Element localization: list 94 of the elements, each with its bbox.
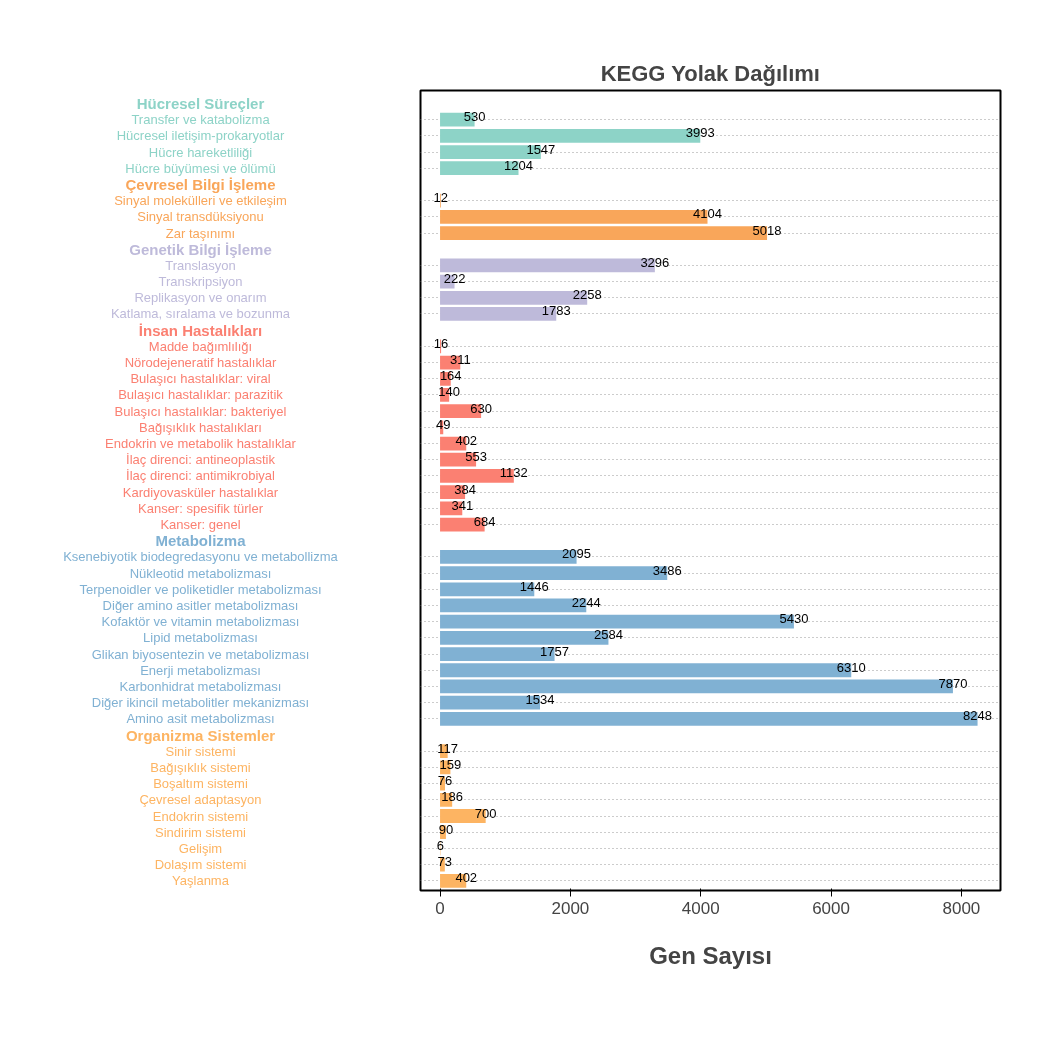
- y-tick-label: Karbonhidrat metabolizması: [119, 678, 282, 694]
- text: Metabolizma: [155, 532, 247, 550]
- text: Genetik Bilgi İşleme: [129, 240, 272, 258]
- data-label: 530: [463, 109, 486, 125]
- y-tick-label: Sinyal transdüksiyonu: [137, 209, 264, 225]
- data-label: 7870: [938, 675, 968, 691]
- y-tick-label: Nükleotid metabolizması: [129, 565, 272, 581]
- y-tick-label: Çevresel adaptasyon: [139, 792, 262, 808]
- x-tick-label: 4000: [681, 898, 720, 918]
- data-label: 402: [455, 433, 478, 449]
- y-tick-label: Kanser: genel: [160, 517, 241, 533]
- y-tick-label: Hücresel iletişim-prokaryotlar: [116, 128, 285, 144]
- data-label: 3486: [652, 562, 682, 578]
- data-label: 700: [474, 805, 497, 821]
- data-label: 186: [441, 789, 464, 805]
- y-tick-label: Replikasyon ve onarım: [134, 290, 267, 306]
- y-tick-label: Glikan biyosentezin ve metabolizması: [91, 646, 310, 662]
- y-tick-label: Hücre hareketliliği: [148, 144, 253, 160]
- y-tick-label: Gelişim: [178, 840, 223, 856]
- y-tick-label: Lipid metabolizması: [143, 630, 258, 646]
- data-label: 1132: [499, 465, 528, 481]
- y-tick-label: Bağışıklık sistemi: [150, 759, 251, 775]
- x-axis-title: Gen Sayısı: [649, 941, 772, 969]
- data-label: 1204: [504, 157, 533, 173]
- y-tick-label: Madde bağımlılığı: [148, 338, 253, 354]
- data-label: 1446: [519, 578, 549, 594]
- y-tick-label: Zar taşınımı: [165, 225, 236, 241]
- y-tick-label: Endokrin ve metabolik hastalıklar: [105, 436, 297, 452]
- data-label: 1757: [540, 643, 570, 659]
- y-tick-label: İlaç direnci: antineoplastik: [126, 452, 276, 468]
- y-tick-label: Sinir sistemi: [165, 743, 236, 759]
- data-label: 384: [454, 481, 476, 497]
- x-tick-label: 2000: [551, 898, 590, 918]
- y-tick-label: Bulaşıcı hastalıklar: viral: [130, 371, 271, 387]
- text: Hücresel Süreçler: [136, 94, 265, 112]
- chart-title: KEGG Yolak Dağılımı: [600, 60, 820, 86]
- y-tick-label: Enerji metabolizması: [140, 662, 261, 678]
- data-label: 684: [473, 514, 496, 530]
- y-tick-label: İlaç direnci: antimikrobiyal: [126, 468, 276, 484]
- y-tick-label: Transfer ve katabolizma: [131, 112, 271, 128]
- y-tick-label: Boşaltım sistemi: [153, 776, 248, 792]
- y-tick-label: Kofaktör ve vitamin metabolizması: [101, 614, 300, 630]
- data-label: 5018: [752, 222, 782, 238]
- x-tick-label: 8000: [942, 898, 981, 918]
- text: İnsan Hastalıkları: [138, 321, 263, 339]
- data-label: 16: [433, 335, 449, 351]
- y-tick-label: Kanser: spesifik türler: [138, 500, 264, 516]
- data-label: 222: [443, 271, 466, 287]
- data-label: 6310: [836, 659, 866, 675]
- data-label: 140: [438, 384, 461, 400]
- y-tick-label: Hücre büyümesi ve ölümü: [125, 160, 276, 176]
- y-tick-label: Katlama, sıralama ve bozunma: [110, 306, 291, 322]
- y-tick-label: Yaşlanma: [172, 873, 230, 889]
- y-tick-label: Sindirim sistemi: [154, 824, 247, 840]
- y-tick-label: Amino asit metabolizması: [126, 711, 275, 727]
- y-tick-label: Endokrin sistemi: [152, 808, 249, 824]
- data-label: 2258: [572, 287, 602, 303]
- data-label: 2095: [562, 546, 592, 562]
- y-tick-label: Dolaşım sistemi: [154, 857, 247, 873]
- data-label: 1783: [541, 303, 571, 319]
- data-label: 3296: [640, 254, 670, 270]
- text: Organizma Sistemler: [125, 726, 276, 744]
- data-label: 630: [470, 400, 492, 416]
- data-label: 2244: [571, 594, 601, 610]
- y-tick-label: Terpenoidler ve poliketidler metabolizması: [79, 581, 322, 597]
- data-label: 8248: [963, 708, 993, 724]
- data-label: 4104: [693, 206, 722, 222]
- data-label: 311: [449, 352, 471, 368]
- y-tick-label: Diğer ikincil metabolitler mekanizması: [91, 695, 310, 711]
- data-label: 402: [455, 870, 478, 886]
- data-label: 5430: [779, 611, 809, 627]
- y-tick-label: Ksenebiyotik biodegredasyonu ve metabollizma: [63, 549, 339, 565]
- y-tick-label: Transkripsiyon: [158, 274, 243, 290]
- data-label: 341: [451, 497, 474, 513]
- y-tick-label: Kardiyovasküler hastalıklar: [122, 484, 279, 500]
- data-label: 12: [433, 190, 449, 206]
- y-tick-label: Bulaşıcı hastalıklar: bakteriyel: [114, 403, 287, 419]
- x-tick-label: 6000: [812, 898, 850, 918]
- data-label: 1547: [526, 141, 556, 157]
- data-label: 2584: [593, 627, 623, 643]
- data-label: 159: [439, 756, 462, 772]
- y-tick-label: Translasyon: [165, 257, 236, 273]
- data-label: 1534: [525, 692, 555, 708]
- data-label: 6: [436, 837, 445, 853]
- data-label: 3993: [685, 125, 715, 141]
- y-tick-label: Diğer amino asitler metabolizması: [102, 597, 299, 613]
- y-tick-label: Sinyal molekülleri ve etkileşim: [114, 193, 287, 209]
- x-tick-label: 0: [435, 898, 445, 918]
- data-label: 164: [439, 368, 462, 384]
- y-tick-label: Nörodejeneratif hastalıklar: [124, 355, 278, 371]
- y-tick-label: Bulaşıcı hastalıklar: parazitik: [118, 387, 284, 403]
- text: Çevresel Bilgi İşleme: [125, 175, 276, 193]
- y-tick-label: Bağışıklık hastalıkları: [139, 419, 262, 435]
- data-label: 553: [465, 449, 487, 465]
